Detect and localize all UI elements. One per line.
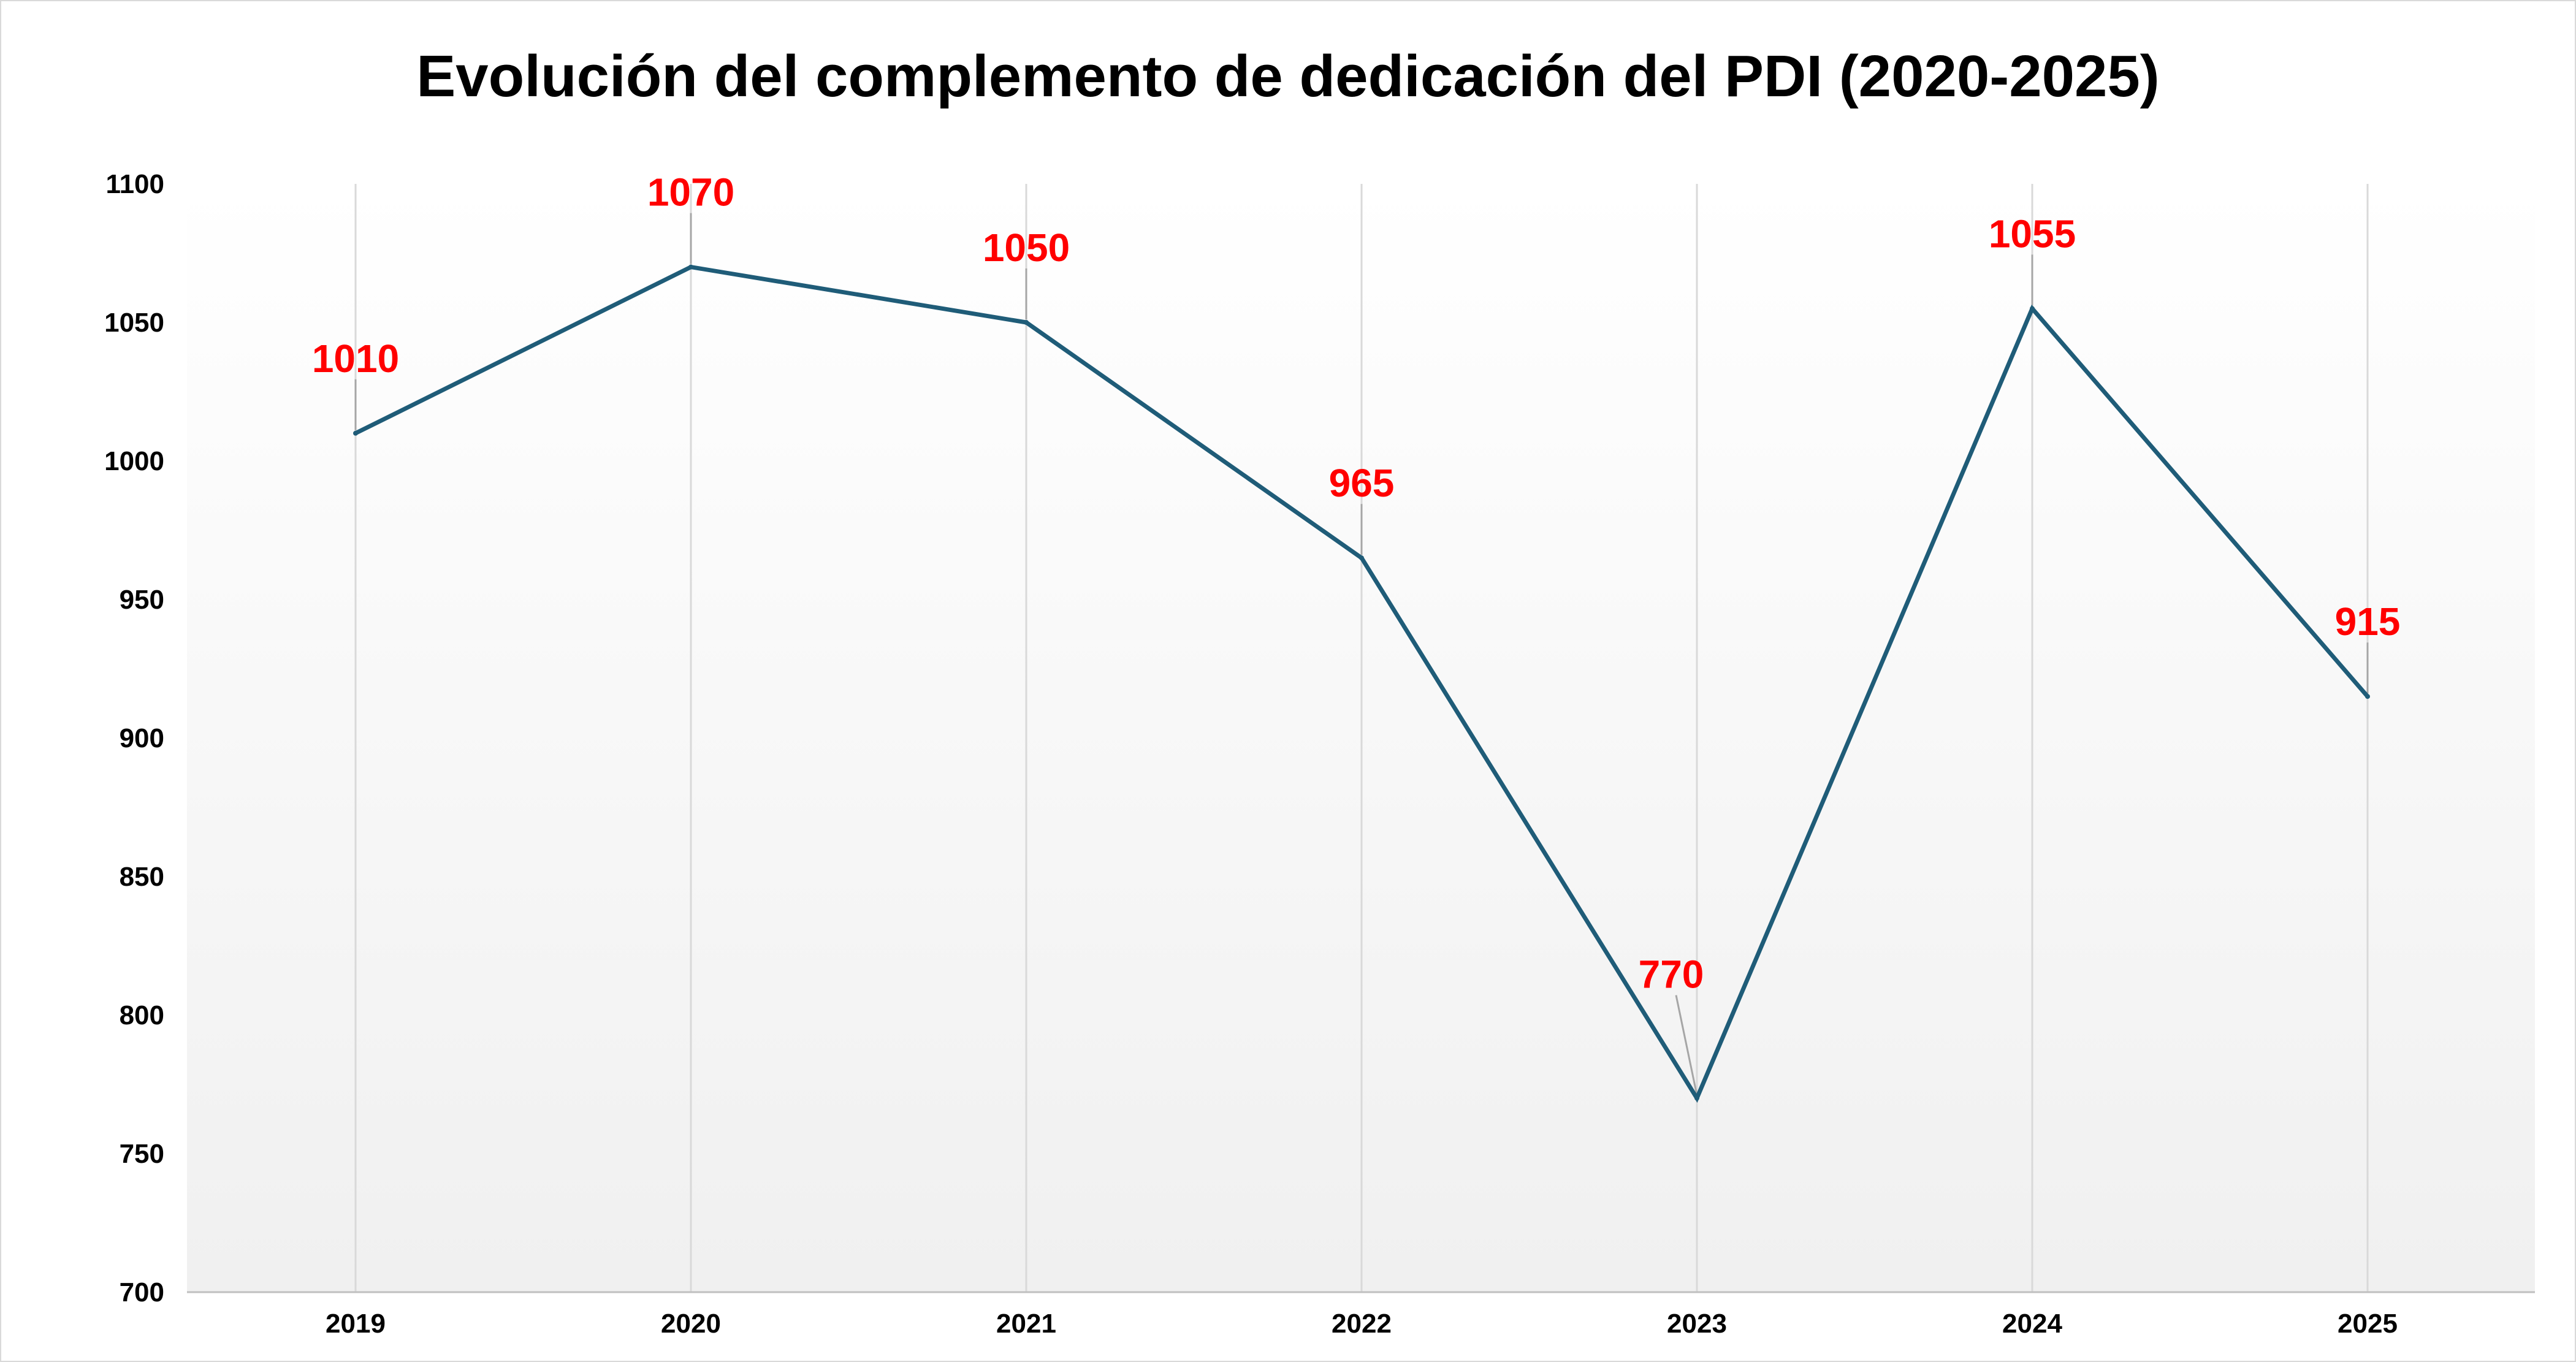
data-point-2025 — [2365, 694, 2370, 699]
x-tick-label: 2022 — [1332, 1309, 1392, 1339]
x-tick-label: 2025 — [2338, 1309, 2398, 1339]
data-point-2019 — [353, 430, 358, 436]
data-label-2019: 1010 — [312, 337, 399, 381]
x-tick-label: 2019 — [326, 1309, 386, 1339]
y-tick-label: 1000 — [104, 446, 164, 476]
y-tick-label: 1100 — [106, 169, 164, 199]
x-tick-label: 2023 — [1667, 1309, 1727, 1339]
data-label-2024: 1055 — [1989, 211, 2076, 256]
leader-line — [1675, 995, 1698, 1095]
chart-title: Evolución del complemento de dedicación … — [416, 44, 2160, 109]
data-point-2024 — [2030, 306, 2035, 311]
y-tick-label: 850 — [120, 862, 164, 892]
data-label-2023: 770 — [1639, 953, 1704, 997]
y-tick-label: 1050 — [104, 308, 164, 338]
y-tick-label: 900 — [120, 723, 164, 753]
y-tick-label: 700 — [120, 1277, 164, 1307]
data-label-2025: 915 — [2335, 599, 2401, 644]
x-tick-label: 2020 — [661, 1309, 721, 1339]
y-tick-label: 800 — [120, 1000, 164, 1030]
data-label-2021: 1050 — [983, 226, 1070, 270]
data-point-2023 — [1694, 1095, 1699, 1101]
data-point-2021 — [1024, 320, 1029, 325]
y-tick-label: 950 — [120, 585, 164, 615]
y-tick-label: 750 — [120, 1139, 164, 1169]
data-label-2022: 965 — [1329, 461, 1395, 505]
x-tick-label: 2021 — [996, 1309, 1056, 1339]
x-axis-ticks: 2019 2020 2021 2022 2023 2024 2025 — [326, 1309, 2398, 1339]
data-point-2020 — [688, 264, 693, 270]
gridlines — [354, 184, 2369, 1292]
data-labels: 1010 1070 1050 965 770 1055 915 — [312, 170, 2401, 1101]
data-label-2020: 1070 — [647, 170, 734, 215]
x-tick-label: 2024 — [2002, 1309, 2062, 1339]
data-point-2022 — [1359, 555, 1364, 561]
leader-lines — [354, 213, 2369, 1095]
y-axis-ticks: 700 750 800 850 900 950 1000 1050 1100 — [104, 169, 164, 1307]
